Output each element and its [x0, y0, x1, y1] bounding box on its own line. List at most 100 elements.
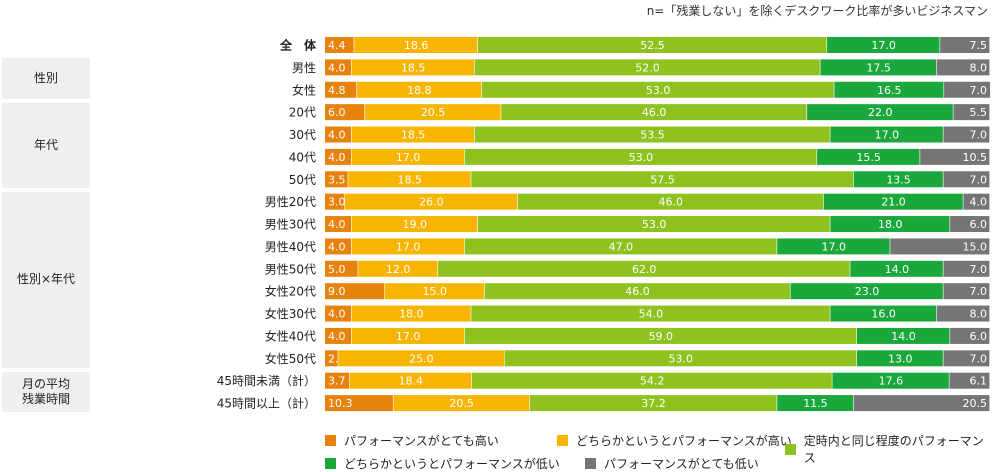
data-label: 10.5 — [963, 151, 988, 164]
data-label: 4.0 — [328, 240, 346, 253]
data-label: 52.0 — [635, 61, 660, 74]
category-label: 女性20代 — [265, 284, 316, 299]
bar-segment — [438, 260, 850, 277]
data-label: 6.1 — [970, 375, 988, 388]
data-label: 53.0 — [642, 218, 667, 231]
data-label: 18.4 — [399, 375, 424, 388]
group-label: 性別×年代 — [2, 192, 90, 368]
category-label: 女性30代 — [265, 306, 316, 321]
data-label: 59.0 — [649, 330, 674, 343]
legend-swatch — [325, 435, 336, 446]
data-label: 8.0 — [970, 61, 988, 74]
bar-segment — [348, 171, 471, 188]
legend-item: 定時内と同じ程度のパフォーマンス — [785, 432, 992, 466]
legend-label: 定時内と同じ程度のパフォーマンス — [803, 434, 984, 465]
category-label: 45時間以上（計） — [217, 396, 316, 411]
data-label: 17.5 — [866, 61, 891, 74]
bar-segment — [325, 372, 350, 389]
bar-segment — [830, 216, 950, 233]
bar-segment — [325, 216, 351, 233]
bar-segment — [351, 148, 465, 165]
data-label: 57.5 — [650, 173, 675, 186]
data-label: 18.8 — [407, 84, 432, 97]
data-label: 20.5 — [449, 397, 474, 410]
bar-segment — [857, 327, 950, 344]
group-label: 性別 — [2, 58, 90, 99]
category-label: 女性40代 — [265, 328, 316, 343]
data-label: 18.5 — [398, 173, 423, 186]
data-label: 7.0 — [970, 173, 988, 186]
category-label: 30代 — [289, 128, 316, 142]
bar-segment — [356, 81, 482, 98]
bar-segment — [790, 283, 943, 300]
bar-segment — [325, 238, 351, 255]
bar-segment — [890, 238, 990, 255]
bar-segment — [477, 216, 830, 233]
data-label: 53.0 — [669, 352, 694, 365]
data-label: 6.0 — [970, 218, 988, 231]
bar-segment — [325, 260, 358, 277]
bar-segment — [325, 305, 351, 322]
data-label: 46.0 — [642, 106, 667, 119]
bar-segment — [354, 37, 478, 53]
data-label: 5.5 — [970, 106, 988, 119]
legend-item: どちらかというとパフォーマンスが低い — [325, 455, 560, 472]
data-label: 8.0 — [970, 308, 988, 321]
legend-swatch — [325, 458, 336, 469]
data-label: 17.0 — [396, 151, 421, 164]
bar-segment — [949, 372, 990, 389]
bar-segment — [481, 81, 834, 98]
bar-segment — [953, 104, 990, 121]
category-label: 男性20代 — [265, 195, 316, 209]
data-label: 20.5 — [963, 397, 988, 410]
bar-segment — [820, 59, 937, 76]
data-label: 4.0 — [328, 218, 346, 231]
data-label: 37.2 — [641, 397, 666, 410]
data-label: 17.0 — [821, 240, 846, 253]
data-label: 53.5 — [640, 129, 665, 142]
bar-segment — [325, 148, 351, 165]
group-label: 年代 — [2, 102, 90, 189]
legend-swatch — [585, 458, 596, 469]
data-label: 14.0 — [885, 263, 910, 276]
bar-segment — [853, 395, 990, 412]
data-label: 4.4 — [328, 39, 346, 52]
bar-segment — [325, 126, 351, 143]
bar-segment — [393, 395, 530, 412]
bar-segment — [464, 327, 857, 344]
legend-item: どちらかというとパフォーマンスが高い — [557, 432, 792, 449]
data-label: 18.0 — [878, 218, 903, 231]
data-label: 16.5 — [877, 84, 902, 97]
data-label: 18.6 — [404, 39, 429, 52]
data-label: 9.0 — [328, 285, 346, 298]
data-label: 3.0 — [328, 196, 346, 209]
data-label: 10.3 — [328, 397, 353, 410]
bar-segment — [474, 59, 820, 76]
data-label: 13.0 — [888, 352, 913, 365]
bar-segment — [464, 148, 817, 165]
bar-segment — [464, 238, 777, 255]
category-label: 男性40代 — [265, 240, 316, 254]
bar-segment — [349, 372, 472, 389]
data-label: 15.0 — [963, 240, 988, 253]
data-label: 4.0 — [328, 330, 346, 343]
bar-segment — [807, 104, 953, 121]
bar-segment — [950, 327, 990, 344]
data-label: 6.0 — [970, 330, 988, 343]
category-label: 20代 — [289, 106, 316, 120]
data-label: 14.0 — [891, 330, 916, 343]
bar-segment — [827, 37, 940, 53]
bar-segment — [325, 104, 365, 121]
bar-segment — [834, 81, 944, 98]
bar-segment — [384, 283, 484, 300]
bar-segment — [325, 350, 338, 367]
bar-segment — [325, 395, 393, 412]
bar-segment — [943, 126, 990, 143]
group-label: 月の平均 残業時間 — [2, 371, 90, 413]
data-label: 7.0 — [970, 352, 988, 365]
data-label: 7.0 — [970, 129, 988, 142]
legend-swatch — [785, 443, 796, 455]
data-label: 18.5 — [401, 61, 426, 74]
data-label: 52.5 — [640, 39, 665, 52]
